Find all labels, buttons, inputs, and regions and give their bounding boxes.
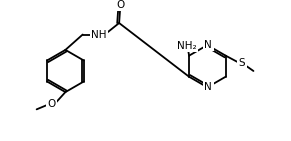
Text: O: O xyxy=(116,0,124,10)
Text: S: S xyxy=(239,58,245,68)
Text: O: O xyxy=(47,99,55,109)
Text: NH₂: NH₂ xyxy=(177,41,197,51)
Text: NH: NH xyxy=(91,30,107,39)
Text: N: N xyxy=(205,82,212,92)
Text: N: N xyxy=(205,40,212,50)
